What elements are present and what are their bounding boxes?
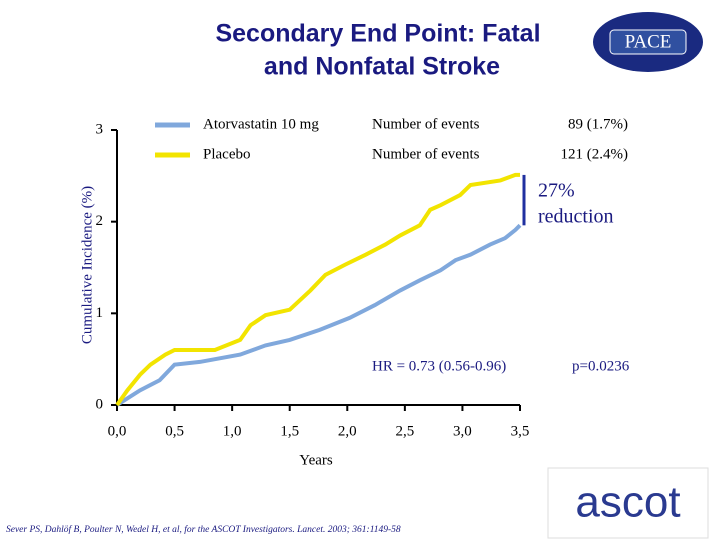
y-tick-label: 1 [96,305,104,321]
x-tick-label: 1,5 [280,423,299,439]
x-tick-label: 2,0 [338,423,357,439]
y-tick-label: 3 [96,121,104,137]
legend-events: 121 (2.4%) [561,146,629,162]
legend-events: 89 (1.7%) [568,116,628,132]
x-tick-label: 0,0 [108,423,127,439]
ascot-logo: ascot [547,467,709,539]
y-tick-label: 2 [96,213,104,229]
legend-events-label: Number of events [372,116,480,132]
x-tick-label: 3,0 [453,423,472,439]
y-tick-label: 0 [96,396,104,412]
x-tick-label: 0,5 [165,423,184,439]
logo-shape [547,467,709,539]
legend-label: Placebo [203,146,250,162]
logo-shape [609,29,687,55]
annotation: HR = 0.73 (0.56-0.96) [372,358,506,374]
logo-text: PACE [625,31,672,52]
annotation: 27% [538,180,575,202]
chart-title: and Nonfatal Stroke [264,53,500,81]
chart-title: Secondary End Point: Fatal [215,20,540,48]
x-tick-label: 1,0 [223,423,242,439]
x-tick-label: 3,5 [511,423,530,439]
legend-events-label: Number of events [372,146,480,162]
annotation: p=0.0236 [572,358,630,374]
y-axis-label: Cumulative Incidence (%) [79,186,95,344]
data-line [115,172,520,407]
annotation: reduction [538,206,614,228]
pace-logo: PACE [593,12,703,72]
x-tick-label: 2,5 [395,423,414,439]
logo-text: ascot [575,478,680,527]
x-axis-label: Years [299,452,333,468]
source: Sever PS, Dahlöf B, Poulter N, Wedel H, … [6,524,401,535]
legend-label: Atorvastatin 10 mg [203,116,319,132]
data-line [115,223,522,407]
